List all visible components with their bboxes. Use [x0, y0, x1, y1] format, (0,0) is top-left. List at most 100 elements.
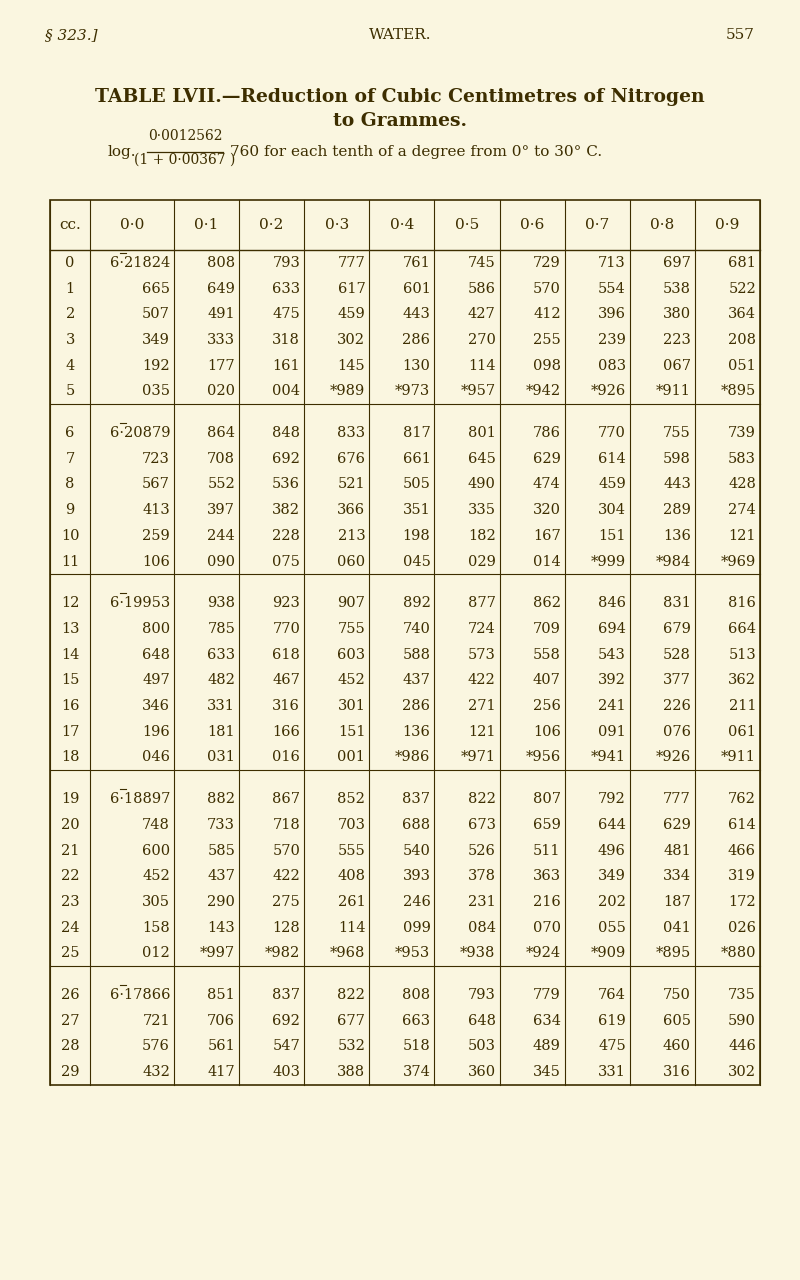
Text: 793: 793 [272, 256, 300, 270]
Text: 067: 067 [663, 358, 691, 372]
Text: 831: 831 [663, 596, 691, 611]
Text: 521: 521 [338, 477, 366, 492]
Text: 673: 673 [467, 818, 495, 832]
Text: 231: 231 [468, 895, 495, 909]
Text: *999: *999 [590, 554, 626, 568]
Text: *973: *973 [395, 384, 430, 398]
Text: 5: 5 [66, 384, 74, 398]
Text: 543: 543 [598, 648, 626, 662]
Text: 588: 588 [402, 648, 430, 662]
Text: 617: 617 [338, 282, 366, 296]
Text: 261: 261 [338, 895, 366, 909]
Text: 289: 289 [663, 503, 691, 517]
Text: 605: 605 [663, 1014, 691, 1028]
Text: 055: 055 [598, 920, 626, 934]
Text: 035: 035 [142, 384, 170, 398]
Text: 0·0: 0·0 [120, 218, 144, 232]
Text: 598: 598 [663, 452, 691, 466]
Text: 24: 24 [61, 920, 79, 934]
Text: 848: 848 [272, 426, 300, 440]
Text: 833: 833 [338, 426, 366, 440]
Text: § 323.]: § 323.] [45, 28, 98, 42]
Text: 761: 761 [402, 256, 430, 270]
Text: 532: 532 [338, 1039, 366, 1053]
Text: 629: 629 [533, 452, 561, 466]
Text: 452: 452 [142, 869, 170, 883]
Text: 522: 522 [728, 282, 756, 296]
Text: 633: 633 [272, 282, 300, 296]
Text: 785: 785 [207, 622, 235, 636]
Text: 305: 305 [142, 895, 170, 909]
Text: 600: 600 [142, 844, 170, 858]
Text: 083: 083 [598, 358, 626, 372]
Text: 851: 851 [207, 988, 235, 1002]
Text: 216: 216 [533, 895, 561, 909]
Text: 817: 817 [402, 426, 430, 440]
Text: 735: 735 [728, 988, 756, 1002]
Text: 166: 166 [272, 724, 300, 739]
Text: 452: 452 [338, 673, 366, 687]
Text: 349: 349 [598, 869, 626, 883]
Text: 681: 681 [728, 256, 756, 270]
Text: 0·4: 0·4 [390, 218, 414, 232]
Text: 663: 663 [402, 1014, 430, 1028]
Bar [50, 200, 760, 1085]
Text: 907: 907 [338, 596, 366, 611]
Text: 718: 718 [273, 818, 300, 832]
Text: 723: 723 [142, 452, 170, 466]
Text: 877: 877 [468, 596, 495, 611]
Text: *957: *957 [461, 384, 495, 398]
Text: 136: 136 [402, 724, 430, 739]
Text: 862: 862 [533, 596, 561, 611]
Text: 614: 614 [728, 818, 756, 832]
Text: log.: log. [108, 145, 137, 159]
Text: *969: *969 [721, 554, 756, 568]
Text: 363: 363 [533, 869, 561, 883]
Text: 244: 244 [207, 529, 235, 543]
Text: 051: 051 [728, 358, 756, 372]
Text: 590: 590 [728, 1014, 756, 1028]
Text: *989: *989 [330, 384, 366, 398]
Text: 13: 13 [61, 622, 79, 636]
Text: 692: 692 [272, 1014, 300, 1028]
Text: 573: 573 [468, 648, 495, 662]
Text: 158: 158 [142, 920, 170, 934]
Text: *926: *926 [656, 750, 691, 764]
Text: 029: 029 [468, 554, 495, 568]
Text: *895: *895 [721, 384, 756, 398]
Text: 837: 837 [272, 988, 300, 1002]
Text: 422: 422 [468, 673, 495, 687]
Text: 697: 697 [663, 256, 691, 270]
Text: 547: 547 [273, 1039, 300, 1053]
Text: 17: 17 [61, 724, 79, 739]
Text: 29: 29 [61, 1065, 79, 1079]
Text: 762: 762 [728, 792, 756, 806]
Text: 6·18897: 6·18897 [110, 792, 170, 806]
Text: 041: 041 [663, 920, 691, 934]
Text: 25: 25 [61, 946, 79, 960]
Text: 633: 633 [207, 648, 235, 662]
Text: 437: 437 [207, 869, 235, 883]
Text: 490: 490 [468, 477, 495, 492]
Text: 437: 437 [402, 673, 430, 687]
Text: 644: 644 [598, 818, 626, 832]
Text: 867: 867 [272, 792, 300, 806]
Text: 846: 846 [598, 596, 626, 611]
Text: 554: 554 [598, 282, 626, 296]
Text: 729: 729 [533, 256, 561, 270]
Text: 511: 511 [533, 844, 561, 858]
Text: 659: 659 [533, 818, 561, 832]
Text: 583: 583 [728, 452, 756, 466]
Text: 8: 8 [66, 477, 75, 492]
Text: *956: *956 [526, 750, 561, 764]
Text: 334: 334 [663, 869, 691, 883]
Text: 755: 755 [663, 426, 691, 440]
Text: 892: 892 [402, 596, 430, 611]
Text: *909: *909 [590, 946, 626, 960]
Text: 645: 645 [468, 452, 495, 466]
Text: 601: 601 [402, 282, 430, 296]
Text: 388: 388 [338, 1065, 366, 1079]
Text: 822: 822 [338, 988, 366, 1002]
Text: *911: *911 [721, 750, 756, 764]
Text: *941: *941 [590, 750, 626, 764]
